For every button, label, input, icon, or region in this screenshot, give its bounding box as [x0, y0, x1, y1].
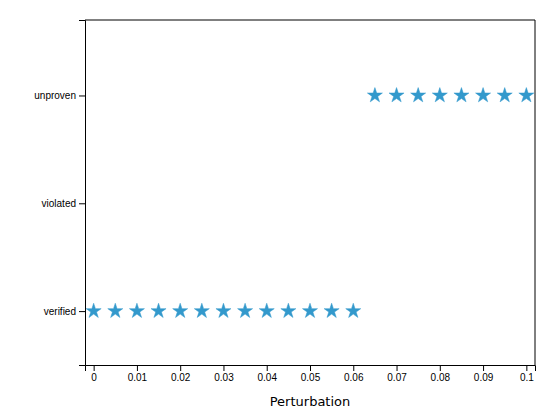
x-tick-label: 0.09 — [474, 372, 494, 383]
x-tick-label: 0 — [91, 372, 97, 383]
x-tick-label: 0.06 — [344, 372, 364, 383]
point — [238, 303, 253, 317]
y-axis-line — [79, 21, 86, 366]
x-tick-label: 0.08 — [431, 372, 451, 383]
x-tick: 0.07 — [387, 365, 407, 383]
point — [173, 303, 188, 317]
x-tick-mark — [310, 365, 311, 371]
x-tick-mark — [94, 365, 95, 371]
x-tick: 0.08 — [431, 365, 451, 383]
point — [86, 303, 101, 317]
x-tick: 0.09 — [474, 365, 494, 383]
x-tick: 0 — [91, 365, 97, 383]
x-tick-mark — [353, 365, 354, 371]
point — [281, 303, 296, 317]
y-tick: verified — [44, 306, 85, 317]
point — [389, 88, 404, 102]
point — [216, 303, 231, 317]
y-tick: violated — [42, 198, 85, 209]
points — [86, 88, 534, 318]
point — [432, 88, 447, 102]
x-tick: 0.06 — [344, 365, 364, 383]
x-tick-mark — [397, 365, 398, 371]
x-tick-label: 0.1 — [520, 372, 534, 383]
x-tick: 0.01 — [128, 365, 148, 383]
x-tick-mark — [526, 365, 527, 371]
y-tick: unproven — [34, 90, 85, 101]
x-tick-label: 0.04 — [257, 372, 277, 383]
point — [497, 88, 512, 102]
y-tick-mark — [79, 95, 85, 96]
point — [367, 88, 382, 102]
point — [129, 303, 144, 317]
x-tick-label: 0.03 — [214, 372, 234, 383]
point — [302, 303, 317, 317]
point — [108, 303, 123, 317]
x-axis-title: Perturbation — [270, 394, 351, 409]
x-axis-line — [86, 366, 536, 372]
x-tick-label: 0.07 — [387, 372, 407, 383]
x-tick: 0.03 — [214, 365, 234, 383]
x-tick: 0.04 — [257, 365, 277, 383]
y-tick-label: unproven — [34, 90, 76, 101]
point — [411, 88, 426, 102]
series — [367, 88, 533, 102]
chart: 0 0.01 0.02 0.03 0.04 0.05 0.06 0.07 0.08 0.09 0.1… — [0, 0, 560, 420]
point — [454, 88, 469, 102]
plot: 0 0.01 0.02 0.03 0.04 0.05 0.06 0.07 0.08 0.09 0.1… — [34, 20, 535, 383]
x-tick-mark — [223, 365, 224, 371]
x-axis: 0 0.01 0.02 0.03 0.04 0.05 0.06 0.07 0.08 0.09 0.1 — [86, 365, 536, 383]
point — [259, 303, 274, 317]
point — [476, 88, 491, 102]
point — [194, 303, 209, 317]
x-tick-mark — [440, 365, 441, 371]
x-tick-mark — [483, 365, 484, 371]
x-tick: 0.02 — [171, 365, 191, 383]
x-tick-label: 0.01 — [128, 372, 148, 383]
y-tick-label: verified — [44, 306, 76, 317]
y-tick-label: violated — [42, 198, 76, 209]
point — [151, 303, 166, 317]
point — [324, 303, 339, 317]
x-tick-mark — [180, 365, 181, 371]
y-tick-mark — [79, 203, 85, 204]
plot-frame — [85, 20, 535, 365]
series — [86, 303, 361, 317]
point — [519, 88, 534, 102]
x-tick-label: 0.02 — [171, 372, 191, 383]
x-tick-mark — [267, 365, 268, 371]
y-tick-mark — [79, 311, 85, 312]
x-tick-label: 0.05 — [301, 372, 321, 383]
x-tick-mark — [137, 365, 138, 371]
point — [346, 303, 361, 317]
x-tick: 0.1 — [520, 365, 534, 383]
y-axis: verified violated unproven — [34, 21, 85, 366]
x-tick: 0.05 — [301, 365, 321, 383]
